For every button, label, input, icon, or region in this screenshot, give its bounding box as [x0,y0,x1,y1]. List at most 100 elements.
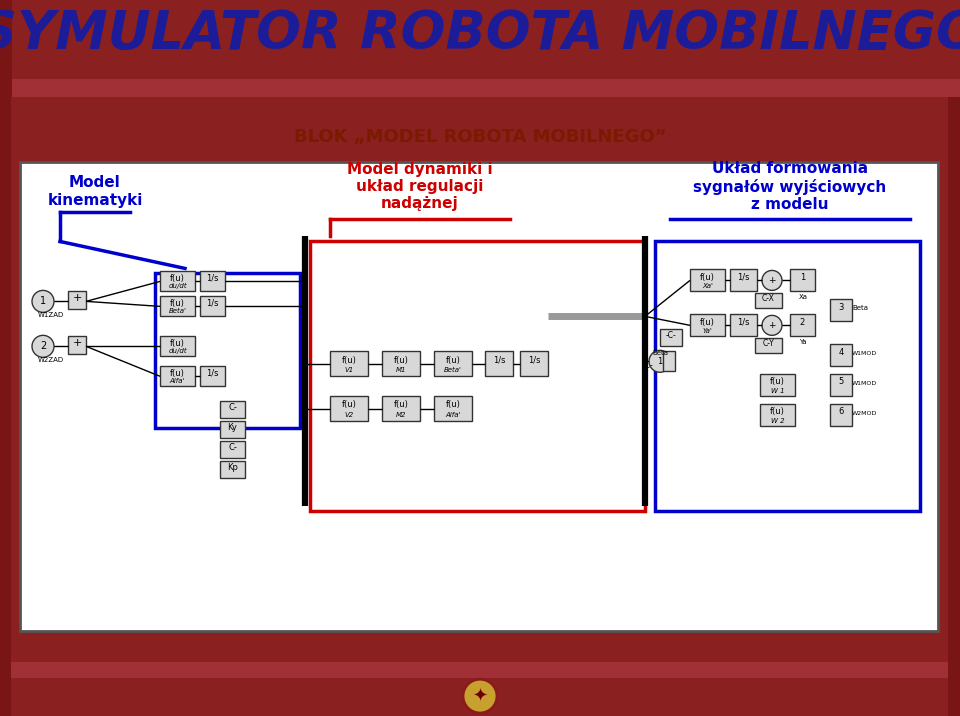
Bar [20,162,938,631]
Text: f(u): f(u) [394,356,408,364]
Bar [690,314,725,337]
Text: 2: 2 [800,318,805,326]
Text: 1/s: 1/s [206,369,219,378]
Text: Układ formowania
sygnałów wyjściowych
z modelu: Układ formowania sygnałów wyjściowych z … [693,161,887,212]
Text: Xa: Xa [799,294,807,301]
Text: Beta: Beta [652,350,668,357]
Text: +: + [768,276,776,285]
Bar [382,352,420,377]
Bar [434,396,472,421]
Bar [0,662,960,678]
Bar [160,367,195,386]
Bar [790,314,815,337]
Text: f(u): f(u) [445,400,461,410]
Bar [660,329,682,347]
Circle shape [32,291,54,312]
Text: f(u): f(u) [342,356,356,364]
Bar [690,269,725,291]
Text: 6: 6 [838,407,844,417]
Text: f(u): f(u) [700,273,715,281]
Bar [155,274,300,428]
Text: f(u): f(u) [770,377,785,387]
Text: M2: M2 [396,412,406,418]
Bar [220,401,245,418]
Text: 1: 1 [658,357,662,366]
Text: Alfa': Alfa' [445,412,461,418]
Text: M1: M1 [396,367,406,373]
Text: W 1: W 1 [771,388,784,394]
Text: Model dynamiki i
układ regulacji
nadążnej: Model dynamiki i układ regulacji nadążne… [348,162,492,211]
Circle shape [463,679,497,713]
Text: 3: 3 [838,303,844,311]
Text: BLOK „MODEL ROBOTA MOBILNEGO”: BLOK „MODEL ROBOTA MOBILNEGO” [294,127,666,145]
Circle shape [32,335,54,357]
Text: C-Y: C-Y [762,339,775,348]
Bar [730,269,757,291]
Text: W 2: W 2 [771,417,784,424]
Text: f(u): f(u) [170,274,185,283]
Bar [655,241,920,511]
Bar [200,296,225,316]
Text: f(u): f(u) [700,318,715,326]
Text: SYMULATOR ROBOTA MOBILNEGO: SYMULATOR ROBOTA MOBILNEGO [0,8,960,60]
Bar [520,352,548,377]
Bar [830,344,852,367]
Text: Xa': Xa' [702,283,713,289]
Text: Beta: Beta [852,305,868,311]
Bar [760,374,795,396]
Text: Beta': Beta' [169,309,186,314]
Text: f(u): f(u) [445,356,461,364]
FancyBboxPatch shape [0,79,960,97]
Text: 1/s: 1/s [737,318,750,326]
Bar [830,299,852,321]
Bar [68,337,86,354]
Text: 1/s: 1/s [206,299,219,308]
Text: f(u): f(u) [170,299,185,308]
Circle shape [762,271,782,291]
Text: Kp: Kp [228,463,238,472]
Text: 1/s: 1/s [737,273,750,281]
Text: W1MOD: W1MOD [852,381,877,386]
Bar [663,352,675,372]
Text: 1/s: 1/s [206,274,219,283]
Bar [330,396,368,421]
Bar [382,396,420,421]
Text: f(u): f(u) [170,339,185,348]
Bar [0,662,11,716]
Text: 1: 1 [40,296,46,306]
Bar [830,374,852,396]
Bar [755,339,782,353]
Bar [790,269,815,291]
Text: -C-: -C- [665,331,677,340]
Text: Ya': Ya' [703,328,712,334]
Bar [830,405,852,426]
Circle shape [762,315,782,335]
Text: du/dt: du/dt [168,284,187,289]
Circle shape [649,350,671,372]
Text: W1ZAD: W1ZAD [38,312,64,319]
Bar [68,291,86,309]
Text: Model
kinematyki: Model kinematyki [47,175,143,208]
Bar [730,314,757,337]
Text: 1/s: 1/s [528,356,540,364]
Text: C-X: C-X [762,294,775,303]
Text: Ky: Ky [228,422,237,432]
Text: +: + [768,321,776,330]
Bar [220,421,245,438]
Text: 2: 2 [40,342,46,352]
Text: f(u): f(u) [770,407,785,417]
Bar [434,352,472,377]
Text: V1: V1 [345,367,353,373]
Text: 5: 5 [838,377,844,387]
Bar [0,97,11,666]
Bar [485,352,513,377]
Text: W2ZAD: W2ZAD [38,357,64,363]
Bar [200,271,225,291]
Text: f(u): f(u) [170,369,185,378]
Text: W1MOD: W1MOD [852,352,877,357]
Bar [330,352,368,377]
Text: du/dt: du/dt [168,348,187,354]
Text: Alfa': Alfa' [170,378,185,384]
Text: 1/s: 1/s [492,356,505,364]
Text: 1: 1 [800,273,805,281]
